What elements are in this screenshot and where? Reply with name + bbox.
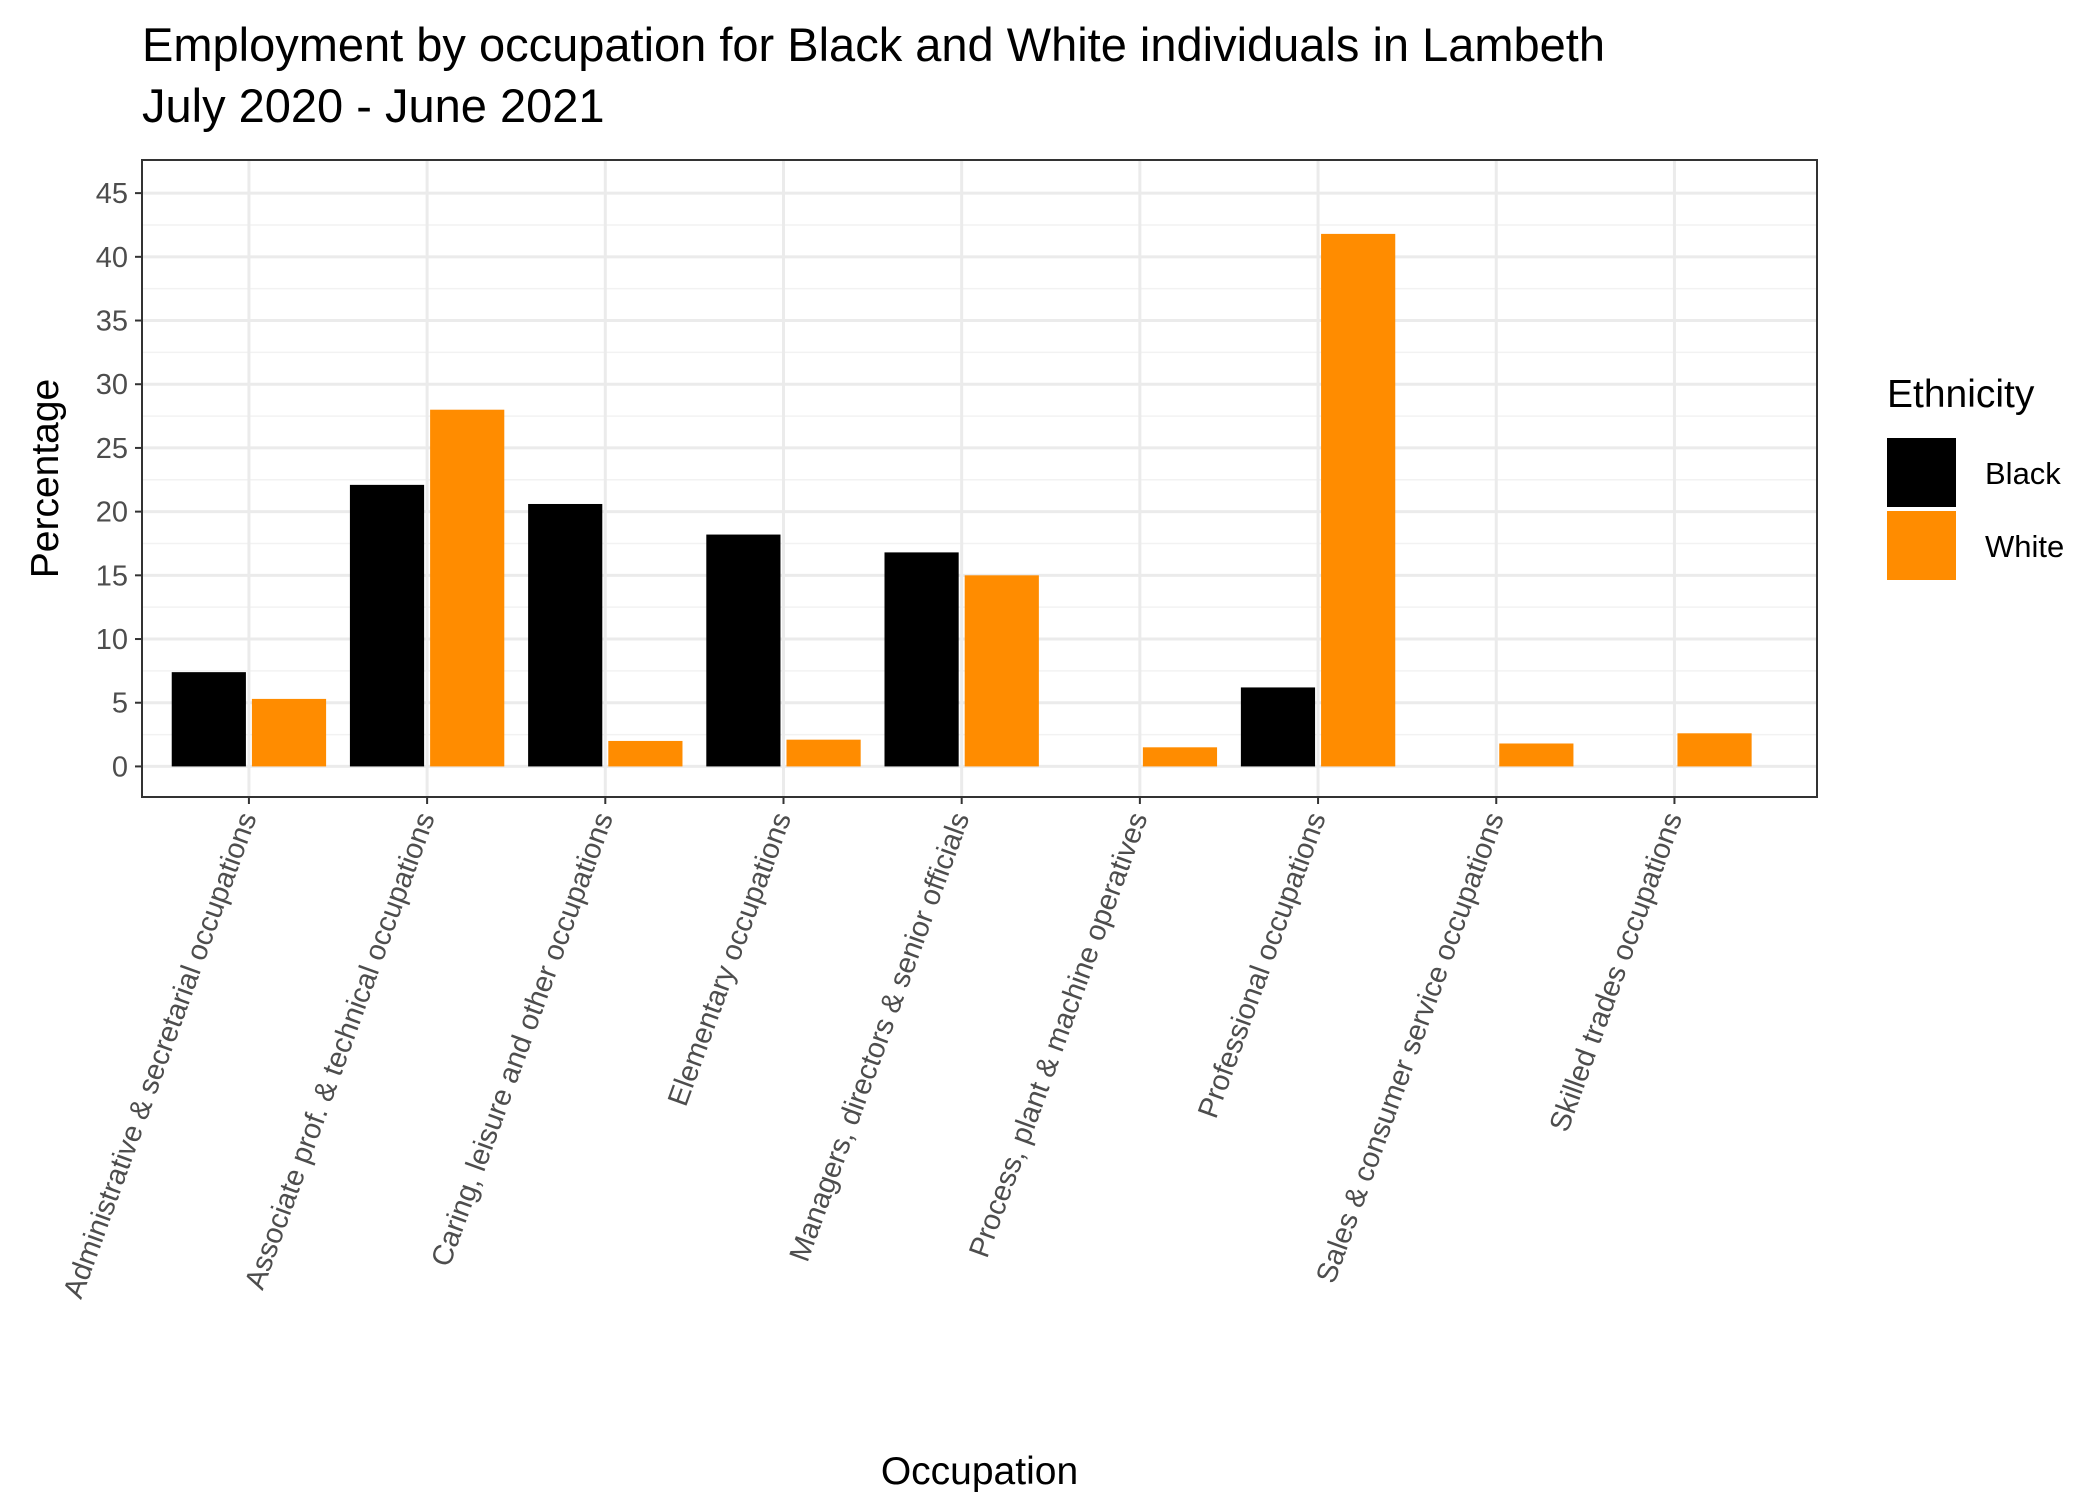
y-tick-label: 5 (112, 688, 128, 720)
bar-white (1677, 733, 1752, 767)
legend-label-white: White (1985, 529, 2064, 564)
x-tick-label: Professional occupations (1192, 808, 1332, 1122)
y-tick-label: 20 (96, 497, 128, 529)
bars (171, 233, 1752, 767)
bar-white (608, 740, 683, 767)
bar-white (251, 698, 327, 767)
plot-panel-border (141, 159, 1818, 798)
x-tick-label: Elementary occupations (662, 808, 798, 1110)
bar-black (1240, 687, 1316, 767)
legend-title: Ethnicity (1887, 373, 2035, 416)
y-axis-title: Percentage (24, 379, 67, 578)
y-tick-label: 10 (96, 624, 128, 656)
legend: Ethnicity Black White (1887, 373, 2064, 580)
bar-black (706, 534, 781, 767)
y-tick-label: 30 (96, 369, 128, 401)
legend-label-black: Black (1985, 456, 2061, 491)
bar-white (1499, 743, 1574, 767)
x-tick-label: Managers, directors & senior officials (784, 808, 977, 1265)
chart-title: Employment by occupation for Black and W… (142, 18, 1605, 71)
bar-white (1142, 747, 1218, 767)
y-tick-label: 25 (96, 433, 128, 465)
x-tick-label: Administrative & secretarial occupations (58, 808, 264, 1302)
bar-black (349, 484, 425, 767)
chart-subtitle: July 2020 - June 2021 (142, 79, 605, 132)
x-tick-label: Process, plant & machine operatives (963, 808, 1154, 1261)
bar-white (1321, 233, 1396, 767)
bar-white (964, 575, 1039, 767)
legend-key-white (1887, 511, 1956, 580)
y-tick-label: 40 (96, 242, 128, 274)
bar-white (786, 739, 861, 767)
legend-key-black (1887, 438, 1956, 507)
x-tick-label: Sales & consumer service occupations (1310, 808, 1510, 1287)
y-tick-label: 15 (96, 560, 128, 592)
y-tick-label: 45 (96, 178, 128, 210)
x-tick-label: Skilled trades occupations (1544, 808, 1689, 1136)
x-tick-label: Caring, leisure and other occupations (425, 808, 619, 1270)
bar-white (430, 409, 505, 767)
bar-black (171, 672, 246, 767)
bar-black (528, 503, 603, 767)
y-tick-label: 0 (112, 751, 128, 783)
bar-black (884, 552, 959, 767)
y-tick-label: 35 (96, 306, 128, 338)
x-axis-title: Occupation (881, 1450, 1078, 1493)
x-tick-label: Associate prof. & technical occupations (239, 808, 442, 1293)
